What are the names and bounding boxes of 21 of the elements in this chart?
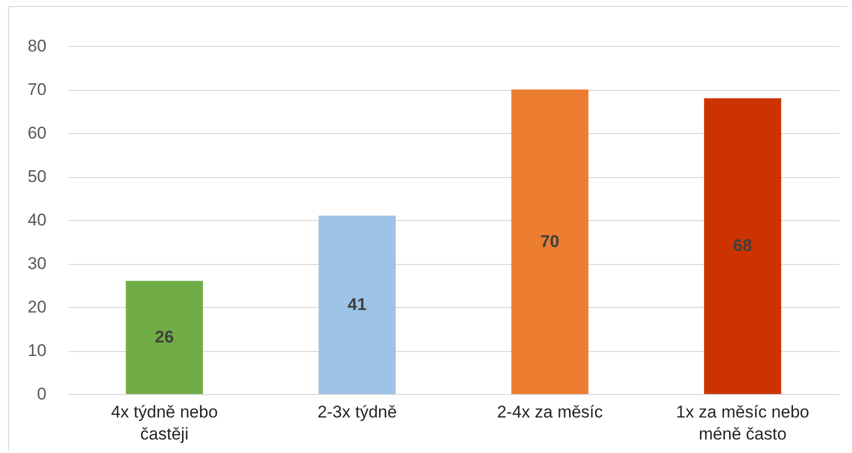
y-tick-label: 10 xyxy=(28,341,46,360)
data-label: 70 xyxy=(540,232,560,251)
bar xyxy=(126,280,203,394)
y-tick-label: 40 xyxy=(28,210,46,230)
y-tick-label: 60 xyxy=(28,124,46,142)
x-tick-label: 1x za měsíc nebo méně často xyxy=(676,402,810,444)
y-tick-label: 0 xyxy=(37,384,46,404)
data-label: 26 xyxy=(154,327,174,346)
x-tick-label: 2-4x za měsíc xyxy=(496,402,604,422)
data-label: 68 xyxy=(733,236,752,256)
y-tick-label: 30 xyxy=(28,254,46,273)
y-tick-label: 80 xyxy=(28,36,46,56)
data-label: 41 xyxy=(348,294,367,314)
x-tick-label: 4x týdně nebo častěji xyxy=(110,402,218,444)
y-tick-label: 20 xyxy=(28,298,46,316)
y-tick-label: 50 xyxy=(28,167,46,186)
y-tick-label: 70 xyxy=(28,80,46,99)
bar xyxy=(704,98,782,394)
bar xyxy=(511,90,588,394)
bar xyxy=(318,216,396,394)
x-tick-label: 2-3x týdně xyxy=(317,402,397,422)
